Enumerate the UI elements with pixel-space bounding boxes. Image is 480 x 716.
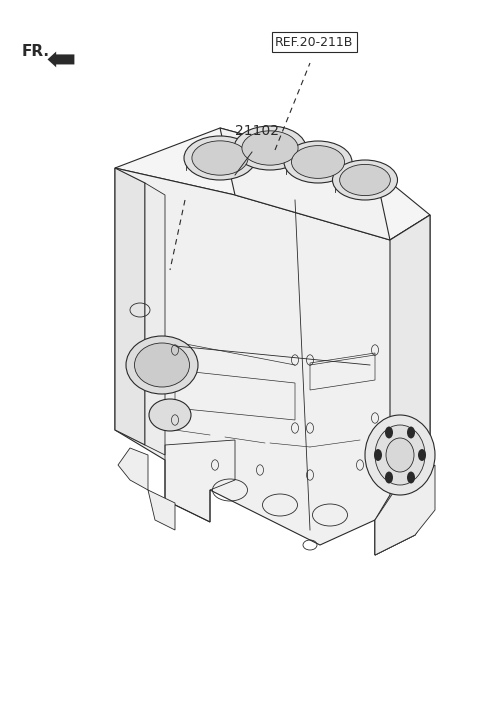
Text: 21102: 21102 — [235, 124, 279, 138]
Text: FR.: FR. — [22, 44, 49, 59]
Circle shape — [374, 449, 382, 461]
Ellipse shape — [291, 145, 345, 178]
Ellipse shape — [333, 160, 397, 200]
Polygon shape — [375, 465, 435, 555]
Ellipse shape — [234, 126, 306, 170]
Ellipse shape — [386, 438, 414, 472]
Polygon shape — [262, 144, 280, 158]
Polygon shape — [375, 215, 430, 555]
Polygon shape — [115, 168, 430, 555]
Polygon shape — [115, 168, 145, 445]
Ellipse shape — [126, 336, 198, 394]
Circle shape — [385, 472, 393, 483]
Polygon shape — [145, 183, 165, 455]
Ellipse shape — [184, 136, 256, 180]
Ellipse shape — [375, 425, 425, 485]
Ellipse shape — [149, 399, 191, 431]
Ellipse shape — [242, 131, 298, 165]
Text: REF.20-211B: REF.20-211B — [275, 36, 353, 49]
Polygon shape — [115, 128, 430, 240]
Polygon shape — [148, 490, 175, 530]
Ellipse shape — [192, 141, 248, 175]
Ellipse shape — [340, 165, 390, 195]
Circle shape — [407, 427, 415, 438]
Circle shape — [385, 427, 393, 438]
Circle shape — [418, 449, 426, 461]
Polygon shape — [220, 128, 390, 240]
Ellipse shape — [365, 415, 435, 495]
Ellipse shape — [284, 141, 352, 183]
Polygon shape — [118, 448, 148, 490]
FancyArrow shape — [48, 52, 74, 67]
Circle shape — [407, 472, 415, 483]
Ellipse shape — [134, 343, 190, 387]
